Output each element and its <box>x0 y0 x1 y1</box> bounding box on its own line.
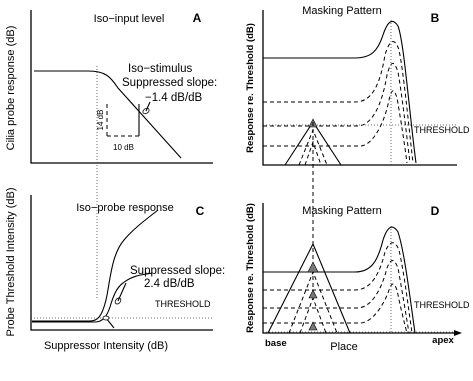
panel-b-curve-top <box>263 20 417 164</box>
panel-d-threshold-label: THRESHOLD <box>414 300 470 310</box>
panel-d-x-arrow <box>454 330 462 336</box>
panel-b-curve-3 <box>263 62 411 164</box>
panel-c-threshold-marker <box>102 315 110 321</box>
panel-a-title: Iso−input level <box>94 13 165 25</box>
panel-b-axes <box>262 10 457 166</box>
panel-d-curve-3 <box>263 260 410 334</box>
panel-c: Iso−probe response C Probe Threshold Int… <box>5 188 225 352</box>
panel-b-title: Masking Pattern <box>302 5 381 17</box>
panel-d-marker-3 <box>308 321 318 331</box>
panel-c-curve-lower <box>32 272 153 323</box>
panel-c-annotation-1: Suppressed slope: <box>130 265 225 277</box>
panel-a-axes <box>30 10 213 164</box>
panel-c-title: Iso−probe response <box>76 202 174 214</box>
panel-c-threshold-label: THRESHOLD <box>155 299 211 309</box>
panel-c-annotation-2: 2.4 dB/dB <box>144 278 195 290</box>
panel-a-curve <box>34 70 182 159</box>
panel-c-letter: C <box>196 204 205 218</box>
panel-c-axes <box>30 195 213 331</box>
panel-d-axes <box>262 203 457 334</box>
panel-c-curve-upper <box>32 209 159 322</box>
panel-d-xlabel: Place <box>330 341 358 353</box>
panel-b-curve-2 <box>263 41 414 164</box>
panel-b-curve-4 <box>263 90 408 164</box>
panel-d-marker-1 <box>307 261 319 273</box>
panel-b: Masking Pattern B Response re. Threshold… <box>245 5 470 300</box>
panel-c-xlabel: Suppressor Intensity (dB) <box>44 340 168 352</box>
panel-a: Iso−input level A Cilia probe response (… <box>5 10 217 300</box>
panel-d-curve-4 <box>263 283 408 334</box>
panel-a-annotation-2: Suppressed slope: <box>122 77 217 89</box>
panel-d: Masking Pattern D Response re. Threshold… <box>245 203 470 353</box>
panel-d-curve-top <box>263 226 416 334</box>
panel-b-ylabel: Response re. Threshold (dB) <box>245 23 256 153</box>
panel-d-curve-2 <box>263 242 413 334</box>
panel-d-x-left: base <box>265 338 287 349</box>
panel-a-letter: A <box>193 11 202 25</box>
panel-c-leader <box>117 282 127 302</box>
panel-a-annotation-3: −1.4 dB/dB <box>145 92 203 104</box>
panel-d-x-right: apex <box>432 335 454 346</box>
panel-d-probe-triangle <box>267 242 351 334</box>
panel-a-annotation-1: Iso−stimulus <box>128 63 192 75</box>
panel-c-ylabel: Probe Threshold Intensity (dB) <box>5 188 17 337</box>
panel-a-dim-vertical: 14 dB <box>96 110 105 131</box>
panel-d-title: Masking Pattern <box>302 205 381 217</box>
panel-b-threshold-label: THRESHOLD <box>414 125 470 135</box>
panel-b-probe-inner-2 <box>304 140 322 166</box>
panel-d-letter: D <box>431 204 440 218</box>
panel-d-marker-2 <box>308 289 318 299</box>
panel-d-ylabel: Response re. Threshold (dB) <box>245 203 256 333</box>
panel-a-ylabel: Cilia probe response (dB) <box>5 26 17 151</box>
panel-a-leader <box>145 101 151 112</box>
panel-b-letter: B <box>431 11 440 25</box>
panel-a-dim-horizontal: 10 dB <box>113 143 134 152</box>
